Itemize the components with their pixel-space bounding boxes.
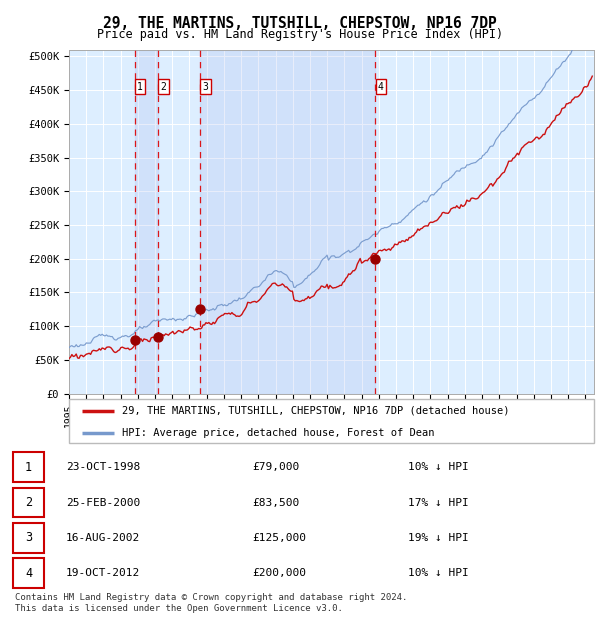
Text: £83,500: £83,500 <box>252 497 299 508</box>
Text: £125,000: £125,000 <box>252 533 306 543</box>
Text: 3: 3 <box>203 82 209 92</box>
FancyBboxPatch shape <box>13 453 44 482</box>
Text: 4: 4 <box>25 567 32 580</box>
Text: Price paid vs. HM Land Registry's House Price Index (HPI): Price paid vs. HM Land Registry's House … <box>97 28 503 41</box>
Text: 29, THE MARTINS, TUTSHILL, CHEPSTOW, NP16 7DP (detached house): 29, THE MARTINS, TUTSHILL, CHEPSTOW, NP1… <box>121 405 509 416</box>
FancyBboxPatch shape <box>13 523 44 552</box>
Text: 19-OCT-2012: 19-OCT-2012 <box>66 568 140 578</box>
Text: HPI: Average price, detached house, Forest of Dean: HPI: Average price, detached house, Fore… <box>121 428 434 438</box>
Text: 2: 2 <box>25 496 32 509</box>
Text: 25-FEB-2000: 25-FEB-2000 <box>66 497 140 508</box>
Bar <box>200 50 376 394</box>
Text: 29, THE MARTINS, TUTSHILL, CHEPSTOW, NP16 7DP: 29, THE MARTINS, TUTSHILL, CHEPSTOW, NP1… <box>103 16 497 30</box>
Text: 17% ↓ HPI: 17% ↓ HPI <box>408 497 469 508</box>
Text: 10% ↓ HPI: 10% ↓ HPI <box>408 568 469 578</box>
Text: 3: 3 <box>25 531 32 544</box>
Text: 1: 1 <box>137 82 143 92</box>
Text: 23-OCT-1998: 23-OCT-1998 <box>66 462 140 472</box>
Text: £79,000: £79,000 <box>252 462 299 472</box>
Text: 16-AUG-2002: 16-AUG-2002 <box>66 533 140 543</box>
Text: Contains HM Land Registry data © Crown copyright and database right 2024.
This d: Contains HM Land Registry data © Crown c… <box>15 593 407 613</box>
Text: £200,000: £200,000 <box>252 568 306 578</box>
Text: 2: 2 <box>160 82 166 92</box>
Text: 19% ↓ HPI: 19% ↓ HPI <box>408 533 469 543</box>
Text: 4: 4 <box>378 82 384 92</box>
FancyBboxPatch shape <box>13 559 44 588</box>
Text: 1: 1 <box>25 461 32 474</box>
Bar <box>134 50 158 394</box>
Text: 10% ↓ HPI: 10% ↓ HPI <box>408 462 469 472</box>
FancyBboxPatch shape <box>69 399 594 443</box>
FancyBboxPatch shape <box>13 488 44 517</box>
